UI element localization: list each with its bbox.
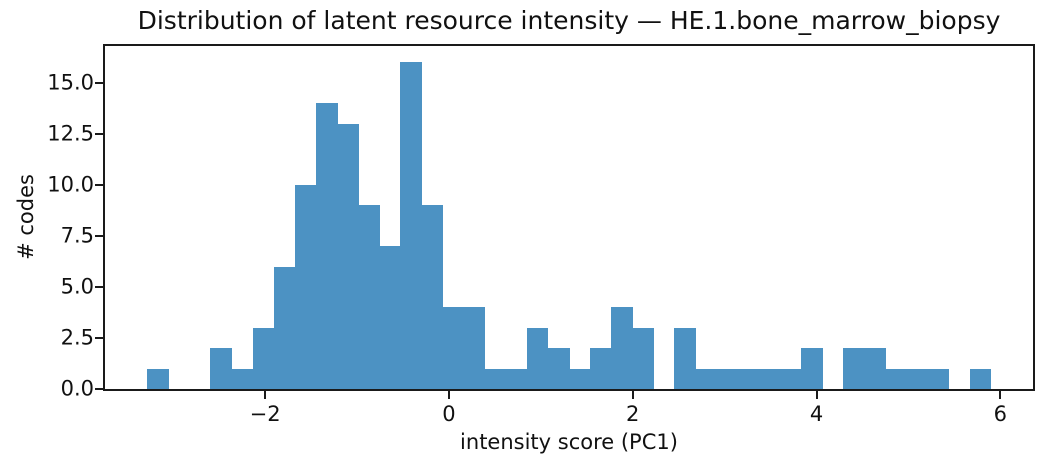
y-tick-mark xyxy=(95,132,103,135)
histogram-bar xyxy=(379,246,401,389)
histogram-bar xyxy=(505,368,528,389)
histogram-bar xyxy=(400,62,422,389)
histogram-bar xyxy=(252,327,275,389)
histogram-bar xyxy=(695,368,718,389)
plot-area: −2 0 2 4 6 0.0 2.5 5.0 7.5 10.0 12.5 15.0 xyxy=(47,44,1035,426)
y-tick-label: 7.5 xyxy=(60,223,94,248)
y-tick-label: 10.0 xyxy=(47,172,94,197)
histogram-bar xyxy=(864,348,886,389)
x-tick-label: −2 xyxy=(249,402,281,426)
histogram-bar xyxy=(674,327,697,389)
y-tick-label: 12.5 xyxy=(47,121,94,146)
histogram-bar xyxy=(843,348,865,389)
chart-title: Distribution of latent resource intensit… xyxy=(137,6,1001,35)
y-tick-mark xyxy=(95,234,103,237)
y-tick-mark xyxy=(95,81,103,84)
histogram-bar xyxy=(779,368,802,389)
y-tick-mark xyxy=(95,285,103,288)
x-tick-label: 6 xyxy=(993,402,1007,426)
histogram-bar xyxy=(273,266,296,389)
histogram-bar xyxy=(294,184,317,389)
x-tick-mark xyxy=(815,391,818,399)
histogram-bar xyxy=(526,327,549,389)
histogram-bar xyxy=(800,348,823,389)
histogram-bar xyxy=(590,348,612,389)
histogram-bar xyxy=(885,368,907,389)
y-tick-mark xyxy=(95,336,103,339)
x-tick-label: 4 xyxy=(809,402,824,426)
y-axis-label: # codes xyxy=(14,174,38,260)
histogram-bar xyxy=(463,307,486,389)
x-tick-mark xyxy=(999,391,1002,399)
histogram-bar xyxy=(758,368,781,389)
histogram-bar xyxy=(315,103,338,389)
x-axis-label: intensity score (PC1) xyxy=(460,430,678,454)
histogram-bar xyxy=(568,368,591,389)
x-tick-mark xyxy=(447,391,450,399)
histogram-bar xyxy=(147,368,169,389)
x-tick-label: 2 xyxy=(626,402,640,426)
histogram-bar xyxy=(484,368,507,389)
histogram-bar xyxy=(969,368,992,389)
y-tick-label: 15.0 xyxy=(47,70,94,95)
histogram-bar xyxy=(358,205,380,389)
y-tick-label: 2.5 xyxy=(60,325,94,350)
x-tick-mark xyxy=(631,391,634,399)
histogram-bar xyxy=(442,307,465,389)
histogram-bar xyxy=(336,123,359,389)
histogram-bar xyxy=(231,368,254,389)
histogram-bar xyxy=(927,368,950,389)
y-tick-label: 0.0 xyxy=(60,376,94,401)
x-tick-label: 0 xyxy=(442,402,456,426)
histogram-bar xyxy=(611,307,633,389)
histogram-bar xyxy=(716,368,739,389)
y-tick-label: 5.0 xyxy=(60,274,94,299)
histogram-bar xyxy=(547,348,570,389)
histogram-bar xyxy=(632,327,654,389)
x-tick-mark xyxy=(264,391,267,399)
histogram-bar xyxy=(737,368,760,389)
y-tick-mark xyxy=(95,388,103,390)
histogram-bar xyxy=(906,368,929,389)
histogram-bar xyxy=(421,205,444,389)
y-tick-mark xyxy=(95,183,103,186)
histogram-bar xyxy=(210,348,233,389)
